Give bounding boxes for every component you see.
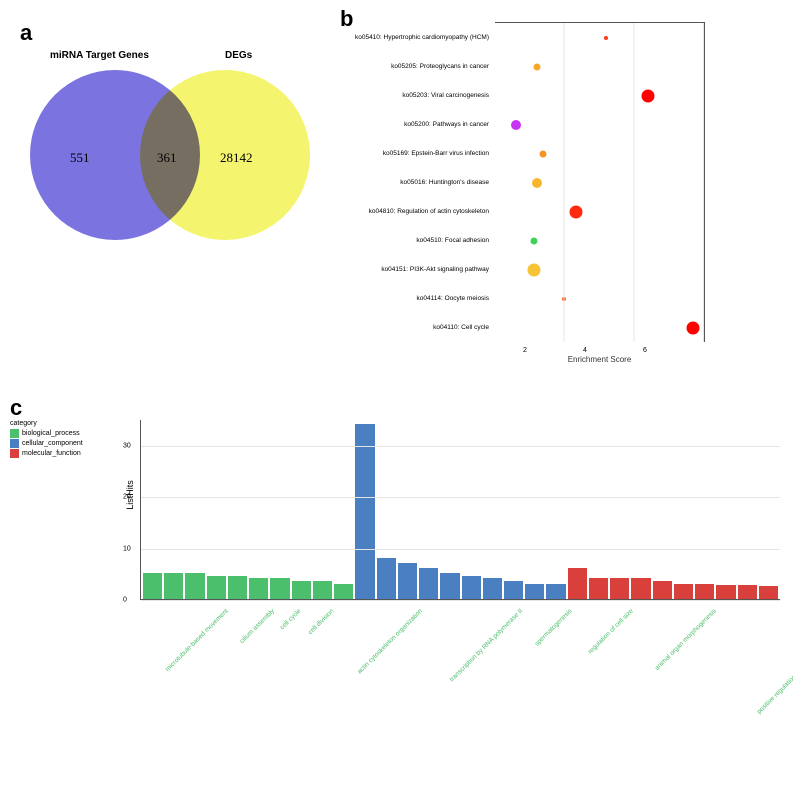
bar-ytick: 20 [123,494,131,501]
panel-label-c: c [10,395,22,421]
dot-xtick: 4 [583,347,587,354]
dot-xlabel: Enrichment Score [495,355,704,364]
bar [228,576,247,599]
bar [419,568,438,599]
bar-xlabel: actin cytoskeleton organization [356,608,424,676]
bar [483,578,502,599]
bar [738,585,757,599]
bar [631,578,650,599]
enrichment-dot [642,89,655,102]
dot-row-label: ko05203: Viral carcinogenesis [349,92,489,99]
bar [462,576,481,599]
bar [525,584,544,599]
enrichment-dot [687,322,700,335]
bar [674,584,693,599]
bar-xlabel: regulation of cell size [587,608,635,656]
bar [334,584,353,599]
dot-row-label: ko04114: Oocyte meiosis [349,295,489,302]
bar [440,573,459,599]
bar [653,581,672,599]
dot-row-label: ko05205: Proteoglycans in cancer [349,63,489,70]
bar-ytick: 0 [123,597,127,604]
panel-label-a: a [20,20,32,46]
dot-row-label: ko05016: Huntington's disease [349,179,489,186]
bar [164,573,183,599]
bar [610,578,629,599]
bar [270,578,289,599]
bar [589,578,608,599]
enrichment-dot [531,238,538,245]
enrichment-dot [562,297,566,301]
bar [355,424,374,599]
venn-right-count: 28142 [220,150,253,166]
bar-legend: category biological_processcellular_comp… [10,420,83,459]
bar-xlabel: microtubule-based movement [164,608,229,673]
bar-plot: ListHits 0102030 microtubule-based movem… [140,420,780,800]
bar-ytick: 10 [123,545,131,552]
bar [546,584,565,599]
go-bar-chart: category biological_processcellular_comp… [10,420,785,800]
dot-row-label: ko05200: Pathways in cancer [349,121,489,128]
enrichment-dot [532,178,542,188]
bar [695,584,714,599]
bar [377,558,396,599]
bar [759,586,778,599]
dot-row-label: ko04810: Regulation of actin cytoskeleto… [349,208,489,215]
venn-overlap-count: 361 [157,150,177,166]
venn-diagram: miRNA Target Genes DEGs 551 361 28142 [20,50,340,290]
enrichment-dot [528,264,541,277]
bar-xlabel: positive regulation of multicellular org… [756,608,793,716]
enrichment-dot-plot: Enrichment Score ko05410: Hypertrophic c… [355,12,785,392]
venn-left-count: 551 [70,150,90,166]
bar [313,581,332,599]
dot-xtick: 6 [643,347,647,354]
bar-xlabel: transcription by RNA polymerase II [448,608,524,684]
dot-row-label: ko04510: Focal adhesion [349,237,489,244]
bar-xlabel: animal organ morphogenesis [654,608,718,672]
bar [207,576,226,599]
bar [292,581,311,599]
bar-legend-row: molecular_function [10,449,83,458]
dot-row-label: ko05169: Epstein-Barr virus infection [349,150,489,157]
bar [143,573,162,599]
bar-area: 0102030 [140,420,780,600]
venn-left-title: miRNA Target Genes [50,50,149,61]
bar [568,568,587,599]
bar-xlabel: cell cycle [278,608,302,632]
bar [398,563,417,599]
enrichment-dot [511,120,521,130]
bar-legend-title: category [10,420,83,427]
venn-right-title: DEGs [225,50,252,61]
enrichment-dot [534,63,541,70]
enrichment-dot [604,36,608,40]
panel-label-b: b [340,6,353,32]
dot-xtick: 2 [523,347,527,354]
bar-xlabel: cell division [307,608,335,636]
bar [504,581,523,599]
bar-xlabel: spermatogenesis [534,608,574,648]
bar [249,578,268,599]
bar-legend-row: cellular_component [10,439,83,448]
dot-row-label: ko05410: Hypertrophic cardiomyopathy (HC… [349,34,489,41]
bar [185,573,204,599]
dot-row-label: ko04151: PI3K-Akt signaling pathway [349,266,489,273]
dot-row-label: ko04110: Cell cycle [349,324,489,331]
bar-xlabel: cilium assembly [238,608,275,645]
enrichment-dot [540,150,547,157]
bar [716,585,735,599]
dot-plot-area: Enrichment Score ko05410: Hypertrophic c… [495,22,705,342]
bar-legend-row: biological_process [10,429,83,438]
enrichment-dot [570,206,583,219]
bar-ytick: 30 [123,442,131,449]
